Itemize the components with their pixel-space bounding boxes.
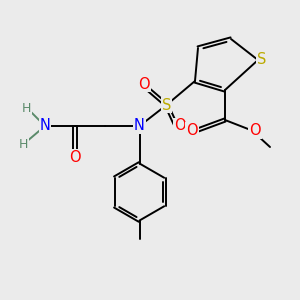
Text: H: H	[22, 101, 31, 115]
Text: S: S	[162, 98, 171, 112]
Text: O: O	[138, 76, 150, 92]
Text: S: S	[257, 52, 266, 68]
Text: O: O	[174, 118, 186, 134]
Text: O: O	[186, 123, 198, 138]
Text: N: N	[40, 118, 50, 134]
Text: H: H	[19, 137, 28, 151]
Text: N: N	[134, 118, 145, 134]
Text: O: O	[249, 123, 261, 138]
Text: O: O	[69, 150, 81, 165]
